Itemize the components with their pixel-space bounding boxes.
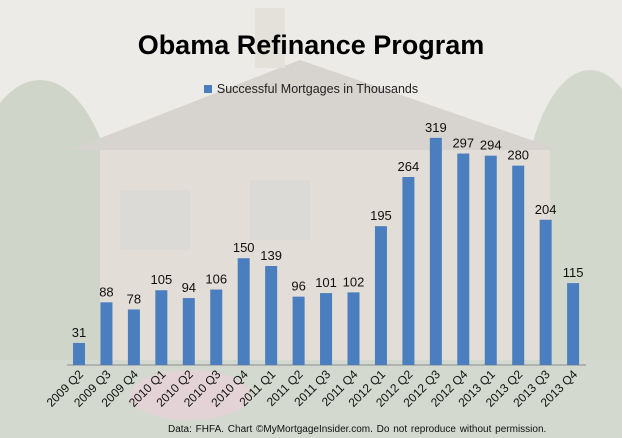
bar [539,219,552,365]
data-label: 319 [425,120,447,135]
data-label: 88 [99,284,113,299]
bar [429,137,442,365]
data-label: 105 [150,272,172,287]
bar [265,266,278,365]
data-label: 101 [315,275,337,290]
bar [237,258,250,365]
legend: Successful Mortgages in Thousands [0,82,622,96]
bar [292,296,305,365]
data-label: 297 [452,136,474,151]
bar [320,293,333,365]
bar [127,309,140,365]
bar [210,289,223,365]
data-label: 139 [260,248,282,263]
bar [484,155,497,365]
bar [182,298,195,365]
data-label: 264 [398,159,420,174]
data-label: 31 [72,325,86,340]
data-label: 96 [291,279,305,294]
data-label: 294 [480,138,502,153]
bar [567,283,580,365]
data-label: 78 [127,291,141,306]
bar [155,290,168,365]
data-label: 204 [535,202,557,217]
source-footer: Data: FHFA. Chart ©MyMortgageInsider.com… [168,424,547,435]
data-label: 94 [182,280,196,295]
data-label: 195 [370,208,392,223]
data-label: 106 [205,272,227,287]
bar [73,342,85,365]
data-label: 102 [343,274,365,289]
data-label: 115 [563,265,584,280]
bar [374,226,387,365]
chart-title: Obama Refinance Program [137,30,485,60]
data-label: 280 [507,148,529,163]
bar [100,302,113,365]
bar [512,165,525,365]
legend-swatch [203,85,212,93]
bar [347,292,360,365]
data-label: 150 [233,240,255,255]
bar [457,153,470,365]
legend-label: Successful Mortgages in Thousands [216,82,419,96]
bar [402,177,415,365]
